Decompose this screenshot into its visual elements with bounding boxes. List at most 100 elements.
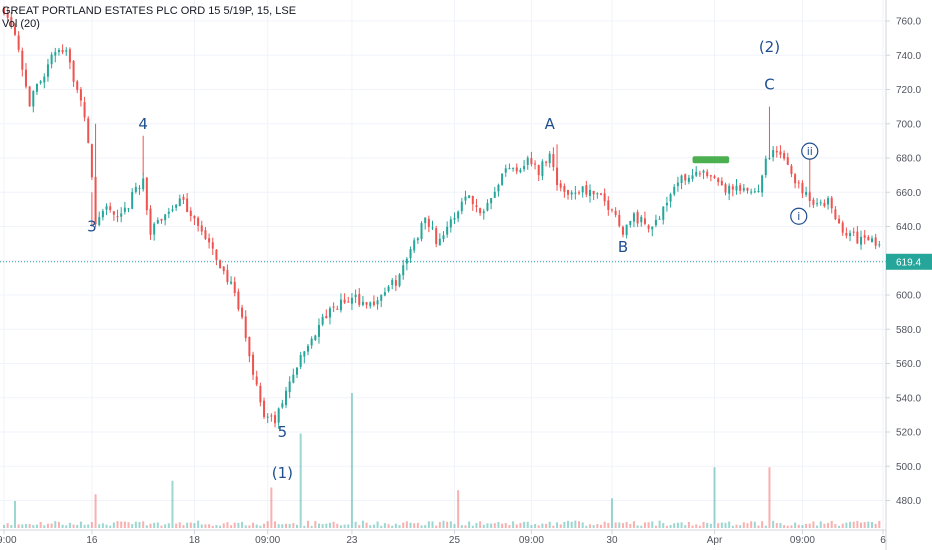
candle-body [651,226,654,230]
candle-body [541,161,544,177]
volume-bar [153,522,156,528]
candle-body [691,175,694,179]
volume-bar [237,522,240,528]
volume-bar [548,521,551,528]
candle-body [618,214,621,227]
volume-bar [588,524,592,528]
candle-body [72,60,75,82]
candle-body [578,192,581,194]
volume-bar [775,523,778,528]
volume-bar [446,521,449,528]
candle-body [794,174,797,184]
candle-body [310,338,313,346]
volume-bar [299,433,302,528]
candle-body [156,220,159,224]
volume-bar [420,525,423,528]
y-tick-label: 560.0 [896,359,921,370]
candle-body [526,157,529,165]
candle-body [537,165,540,176]
candle-body [332,306,335,308]
candle-body [460,201,463,212]
candle-body [607,200,610,210]
volume-bar [691,525,694,528]
candle-body [720,180,723,186]
volume-bar [325,523,328,528]
volume-bar [435,525,438,528]
volume-bar [248,525,251,528]
volume-bar [288,523,291,528]
volume-bar [94,494,97,528]
volume-bar [786,525,789,528]
wave-label: (2) [759,38,780,56]
candle-body [519,169,522,173]
volume-bar [757,525,760,528]
candle-body [574,192,577,194]
volume-bar [175,523,178,528]
candle-body [325,315,328,319]
candle-body [255,376,258,385]
wave-label: 3 [87,218,97,236]
volume-bar [838,525,841,528]
volume-bar [695,524,698,528]
y-tick-label: 680.0 [896,154,921,165]
volume-bar [449,521,452,528]
candle-body [343,299,346,303]
candle-body [2,7,6,15]
x-tick-label: 18 [189,535,201,546]
candle-body [303,351,306,357]
candle-body [120,213,123,217]
candle-body [266,416,269,418]
candle-body [599,193,602,195]
volume-bar [83,524,86,528]
candle-body [724,184,727,193]
volume-bar [274,521,277,528]
volume-bar [567,520,570,528]
volume-bar [856,521,859,528]
volume-bar [684,525,687,528]
candle-body [10,17,13,26]
candle-body [321,316,324,325]
candle-body [783,153,786,159]
candle-body [17,35,20,50]
volume-bar [607,522,610,528]
volume-bar [603,521,606,528]
volume-bar [625,522,628,528]
volume-bar [702,521,705,528]
candle-body [658,218,661,220]
candle-body [424,217,427,224]
volume-bar [761,521,764,528]
volume-bar [402,522,405,528]
volume-bar [636,525,639,528]
candle-body [83,102,86,118]
volume-bar [783,525,786,528]
candle-body [640,216,643,223]
candle-body [665,202,668,206]
candle-body [841,222,844,233]
candle-body [24,69,27,87]
volume-bar [101,523,104,528]
volume-bar [50,523,53,528]
candle-body [32,91,35,107]
volume-bar [728,521,731,528]
candle-body [684,174,687,181]
volume-bar [545,523,548,528]
volume-bar [160,525,163,528]
volume-bar [339,525,342,528]
candle-body [6,13,9,18]
candle-body [717,178,720,183]
candle-body [742,188,745,191]
volume-bar [61,524,64,528]
candle-body [801,182,804,194]
candle-body [281,403,284,408]
volume-bar [98,524,101,528]
candle-body [845,232,848,236]
volume-bar [779,523,782,528]
volume-bar [222,523,225,528]
candle-body [306,345,309,352]
volume-bar [167,523,170,528]
volume-bar [438,522,441,528]
candle-body [636,212,639,224]
volume-bar [263,523,266,528]
volume-bar [131,524,134,528]
